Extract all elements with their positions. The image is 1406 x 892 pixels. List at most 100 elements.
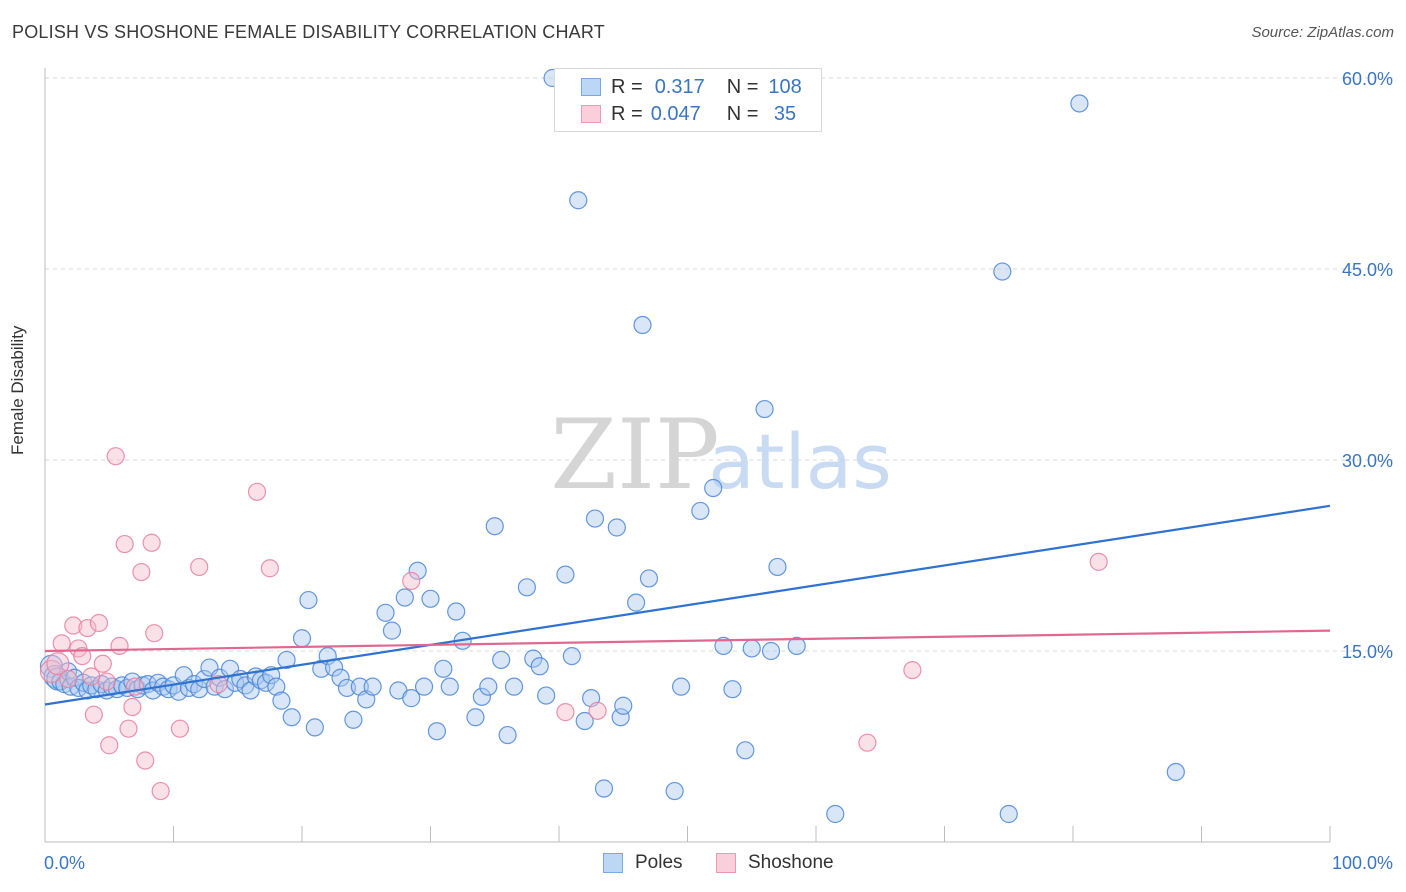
data-point bbox=[110, 636, 129, 656]
data-point bbox=[714, 636, 733, 656]
legend-n-value: 108 bbox=[768, 75, 802, 98]
data-point bbox=[421, 589, 440, 608]
data-point bbox=[305, 718, 324, 737]
tick-labels: 15.0% 30.0% 45.0% 60.0% 0.0% 100.0% bbox=[44, 69, 1393, 873]
data-point bbox=[1070, 94, 1089, 113]
data-point bbox=[292, 629, 312, 648]
data-point bbox=[277, 650, 296, 670]
data-point bbox=[556, 703, 575, 722]
data-point bbox=[52, 634, 71, 653]
data-point bbox=[1089, 552, 1108, 571]
data-point bbox=[639, 569, 659, 588]
data-point bbox=[414, 677, 434, 696]
data-point bbox=[691, 501, 710, 521]
data-point bbox=[64, 616, 83, 635]
data-point bbox=[395, 588, 414, 607]
data-point bbox=[704, 478, 723, 498]
trend-line bbox=[44, 629, 1331, 653]
legend-item-shoshone: Shoshone bbox=[716, 852, 834, 874]
data-point bbox=[106, 447, 125, 466]
data-point bbox=[569, 191, 588, 210]
data-point bbox=[112, 676, 132, 695]
legend-r-value: 0.317 bbox=[654, 75, 705, 98]
data-point bbox=[585, 509, 605, 528]
series-shoshone bbox=[39, 447, 1108, 801]
data-point bbox=[671, 677, 691, 696]
legend-swatch-poles bbox=[581, 78, 601, 96]
data-point bbox=[440, 677, 459, 696]
data-point bbox=[485, 517, 504, 536]
data-point bbox=[626, 593, 646, 612]
y-tick-label: 60.0% bbox=[1342, 69, 1393, 89]
data-point bbox=[123, 697, 142, 717]
data-point bbox=[46, 652, 70, 676]
data-point bbox=[247, 482, 267, 501]
data-point bbox=[768, 557, 787, 577]
data-point bbox=[504, 677, 524, 696]
data-point bbox=[408, 561, 427, 580]
grid-lines bbox=[45, 77, 1395, 652]
legend-n-value: 35 bbox=[768, 102, 797, 125]
data-point bbox=[633, 315, 652, 335]
data-point bbox=[611, 708, 630, 727]
data-point bbox=[402, 689, 421, 708]
data-point bbox=[344, 710, 363, 729]
data-point bbox=[402, 571, 421, 591]
data-point bbox=[742, 639, 761, 658]
data-point bbox=[524, 649, 543, 668]
data-point bbox=[723, 680, 742, 699]
data-point bbox=[607, 518, 626, 537]
data-point bbox=[382, 621, 402, 640]
y-tick-label: 45.0% bbox=[1342, 260, 1393, 280]
x-tick-label: 0.0% bbox=[44, 853, 85, 873]
data-point bbox=[170, 719, 190, 738]
data-point bbox=[97, 672, 116, 691]
data-point bbox=[260, 559, 279, 578]
legend-n-label: N = bbox=[726, 75, 759, 98]
data-point bbox=[78, 618, 97, 638]
data-point bbox=[136, 751, 155, 770]
data-point bbox=[472, 687, 491, 706]
data-point bbox=[1166, 762, 1185, 782]
trend-lines bbox=[44, 504, 1331, 706]
data-point bbox=[736, 741, 755, 760]
data-point bbox=[337, 678, 357, 698]
data-point bbox=[190, 557, 209, 577]
data-point bbox=[447, 602, 466, 621]
chart-title: POLISH VS SHOSHONE FEMALE DISABILITY COR… bbox=[12, 22, 605, 42]
data-point bbox=[299, 590, 318, 610]
data-point bbox=[562, 646, 581, 666]
legend-r-label: R = bbox=[611, 75, 643, 98]
watermark-zip: ZIP bbox=[550, 399, 719, 511]
data-point bbox=[39, 659, 64, 683]
legend-swatch-poles bbox=[603, 853, 623, 873]
data-point bbox=[89, 613, 109, 633]
data-point bbox=[132, 562, 151, 582]
data-point bbox=[376, 603, 395, 622]
data-point bbox=[100, 736, 119, 755]
data-point bbox=[858, 733, 877, 752]
legend-label-shoshone: Shoshone bbox=[748, 852, 834, 873]
data-point bbox=[517, 578, 536, 597]
data-point bbox=[59, 669, 78, 689]
series-legend: Poles Shoshone bbox=[0, 852, 1406, 876]
data-point bbox=[556, 565, 575, 584]
legend-r-value: 0.047 bbox=[650, 102, 701, 125]
data-point bbox=[142, 533, 161, 552]
data-point bbox=[903, 660, 922, 680]
data-point bbox=[787, 636, 806, 656]
data-point bbox=[209, 675, 228, 694]
y-tick-label: 15.0% bbox=[1342, 642, 1393, 662]
watermark: ZIP atlas bbox=[550, 399, 891, 511]
data-point bbox=[498, 725, 517, 745]
data-point bbox=[267, 677, 286, 696]
data-point bbox=[434, 659, 453, 678]
data-point bbox=[115, 534, 134, 554]
data-point bbox=[427, 722, 447, 741]
data-point bbox=[537, 686, 556, 705]
data-point bbox=[331, 668, 350, 687]
data-point bbox=[272, 691, 291, 710]
data-point bbox=[282, 708, 301, 727]
data-point bbox=[145, 624, 164, 643]
